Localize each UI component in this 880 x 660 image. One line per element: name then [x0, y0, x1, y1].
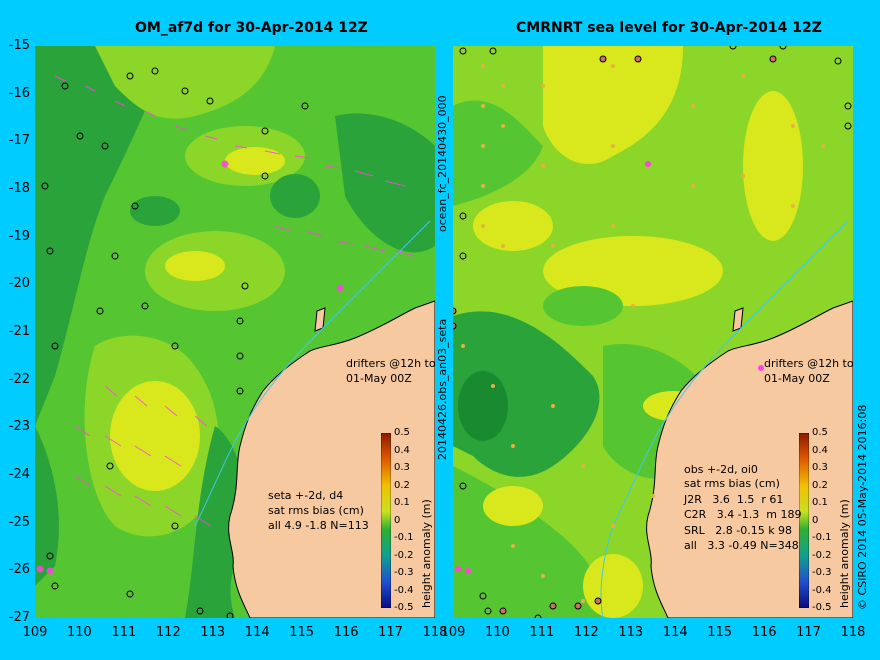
- left-colorbar: [381, 433, 391, 608]
- left-stats-3: all 4.9 -1.8 N=113: [268, 519, 369, 532]
- colorbar-tick-label: 0.5: [812, 427, 828, 438]
- lon-tick-label: 112: [573, 625, 599, 640]
- colorbar-tick-label: -0.2: [394, 549, 414, 561]
- colorbar-tick-label: -0.1: [394, 532, 414, 543]
- lon-tick-label: 116: [333, 625, 359, 640]
- lon-tick-label: 109: [22, 625, 48, 640]
- lon-tick-label: 114: [662, 625, 688, 640]
- colorbar-tick-label: -0.3: [812, 567, 832, 578]
- colorbar-tick-label: -0.3: [394, 567, 414, 578]
- right-drifter-note-2: 01-May 00Z: [764, 372, 830, 385]
- right-stats-4: C2R 3.4 -1.3 m 189: [684, 508, 802, 521]
- lon-tick-label: 112: [155, 625, 181, 640]
- left-stats-2: sat rms bias (cm): [268, 504, 364, 517]
- colorbar-tick-label: 0.2: [812, 479, 828, 491]
- colorbar-tick-label: 0: [812, 514, 819, 526]
- lat-tick-label: -22: [8, 371, 30, 387]
- lon-tick-label: 113: [200, 625, 226, 640]
- right-stats-5: SRL 2.8 -0.15 k 98: [684, 524, 793, 537]
- right-stats-6: all 3.3 -0.49 N=348: [684, 539, 799, 552]
- colorbar-tick-label: -0.4: [394, 584, 414, 596]
- left-map: [35, 46, 435, 618]
- lat-tick-label: -23: [8, 419, 30, 435]
- colorbar-tick-label: -0.4: [812, 584, 832, 596]
- lon-tick-label: 111: [529, 625, 555, 640]
- colorbar-tick-label: 0.4: [812, 444, 828, 456]
- right-colorbar-label: height anomaly (m): [838, 499, 851, 608]
- colorbar-tick-label: 0.3: [394, 462, 410, 473]
- right-stats-2: sat rms bias (cm): [684, 477, 780, 490]
- right-stats-1: obs +-2d, oi0: [684, 463, 758, 476]
- lat-tick-label: -21: [8, 324, 30, 339]
- colorbar-tick-label: 0.1: [394, 497, 410, 508]
- right-colorbar: [799, 433, 809, 608]
- colorbar-tick-label: -0.1: [812, 532, 832, 543]
- lat-tick-label: -24: [8, 467, 30, 482]
- lat-tick-label: -26: [8, 562, 30, 578]
- left-title: OM_af7d for 30-Apr-2014 12Z: [135, 20, 368, 36]
- lat-tick-label: -18: [8, 181, 30, 196]
- right-drifter-note-1: drifters @12h to: [764, 357, 854, 370]
- left-drifter-note-2: 01-May 00Z: [346, 372, 412, 385]
- colorbar-tick-label: -0.5: [812, 602, 832, 613]
- forecast-label: ocean_fc_20140430_000: [436, 95, 449, 232]
- lon-tick-label: 110: [67, 625, 92, 640]
- lon-tick-label: 115: [289, 625, 315, 640]
- right-title: CMRNRT sea level for 30-Apr-2014 12Z: [516, 20, 822, 36]
- lat-tick-label: -20: [8, 276, 30, 292]
- lon-tick-label: 114: [244, 625, 270, 640]
- colorbar-tick-label: 0.3: [812, 462, 828, 473]
- lat-tick-label: -27: [8, 610, 30, 625]
- colorbar-tick-label: -0.2: [812, 549, 832, 561]
- lon-tick-label: 115: [707, 625, 733, 640]
- lat-tick-label: -16: [8, 85, 30, 101]
- lon-tick-label: 117: [378, 625, 403, 640]
- colorbar-tick-label: 0: [394, 514, 401, 526]
- left-colorbar-label: height anomaly (m): [420, 499, 433, 608]
- lon-tick-label: 116: [751, 625, 777, 640]
- lon-tick-label: 111: [111, 625, 137, 640]
- obs-label: 20140426.obs_an03_seta: [436, 318, 449, 460]
- lon-tick-label: 118: [422, 625, 448, 640]
- colorbar-tick-label: 0.5: [394, 427, 410, 438]
- lat-tick-label: -19: [8, 228, 30, 244]
- colorbar-tick-label: -0.5: [394, 602, 414, 613]
- lon-tick-label: 109: [440, 625, 466, 640]
- lon-tick-label: 117: [796, 625, 821, 640]
- colorbar-tick-label: 0.2: [394, 479, 410, 491]
- colorbar-tick-label: 0.1: [812, 497, 828, 508]
- left-stats-1: seta +-2d, d4: [268, 489, 344, 502]
- right-map: [453, 46, 853, 618]
- left-drifter-note-1: drifters @12h to: [346, 357, 436, 370]
- lon-tick-label: 110: [485, 625, 510, 640]
- lat-tick-label: -25: [8, 514, 30, 530]
- colorbar-tick-label: 0.4: [394, 444, 410, 456]
- right-stats-3: J2R 3.6 1.5 r 61: [684, 493, 784, 506]
- lat-tick-label: -15: [8, 38, 30, 53]
- lon-tick-label: 113: [618, 625, 644, 640]
- lon-tick-label: 118: [840, 625, 866, 640]
- credit-label: © CSIRO 2014 05-May-2014 2016:08: [856, 404, 869, 610]
- lat-tick-label: -17: [8, 133, 30, 149]
